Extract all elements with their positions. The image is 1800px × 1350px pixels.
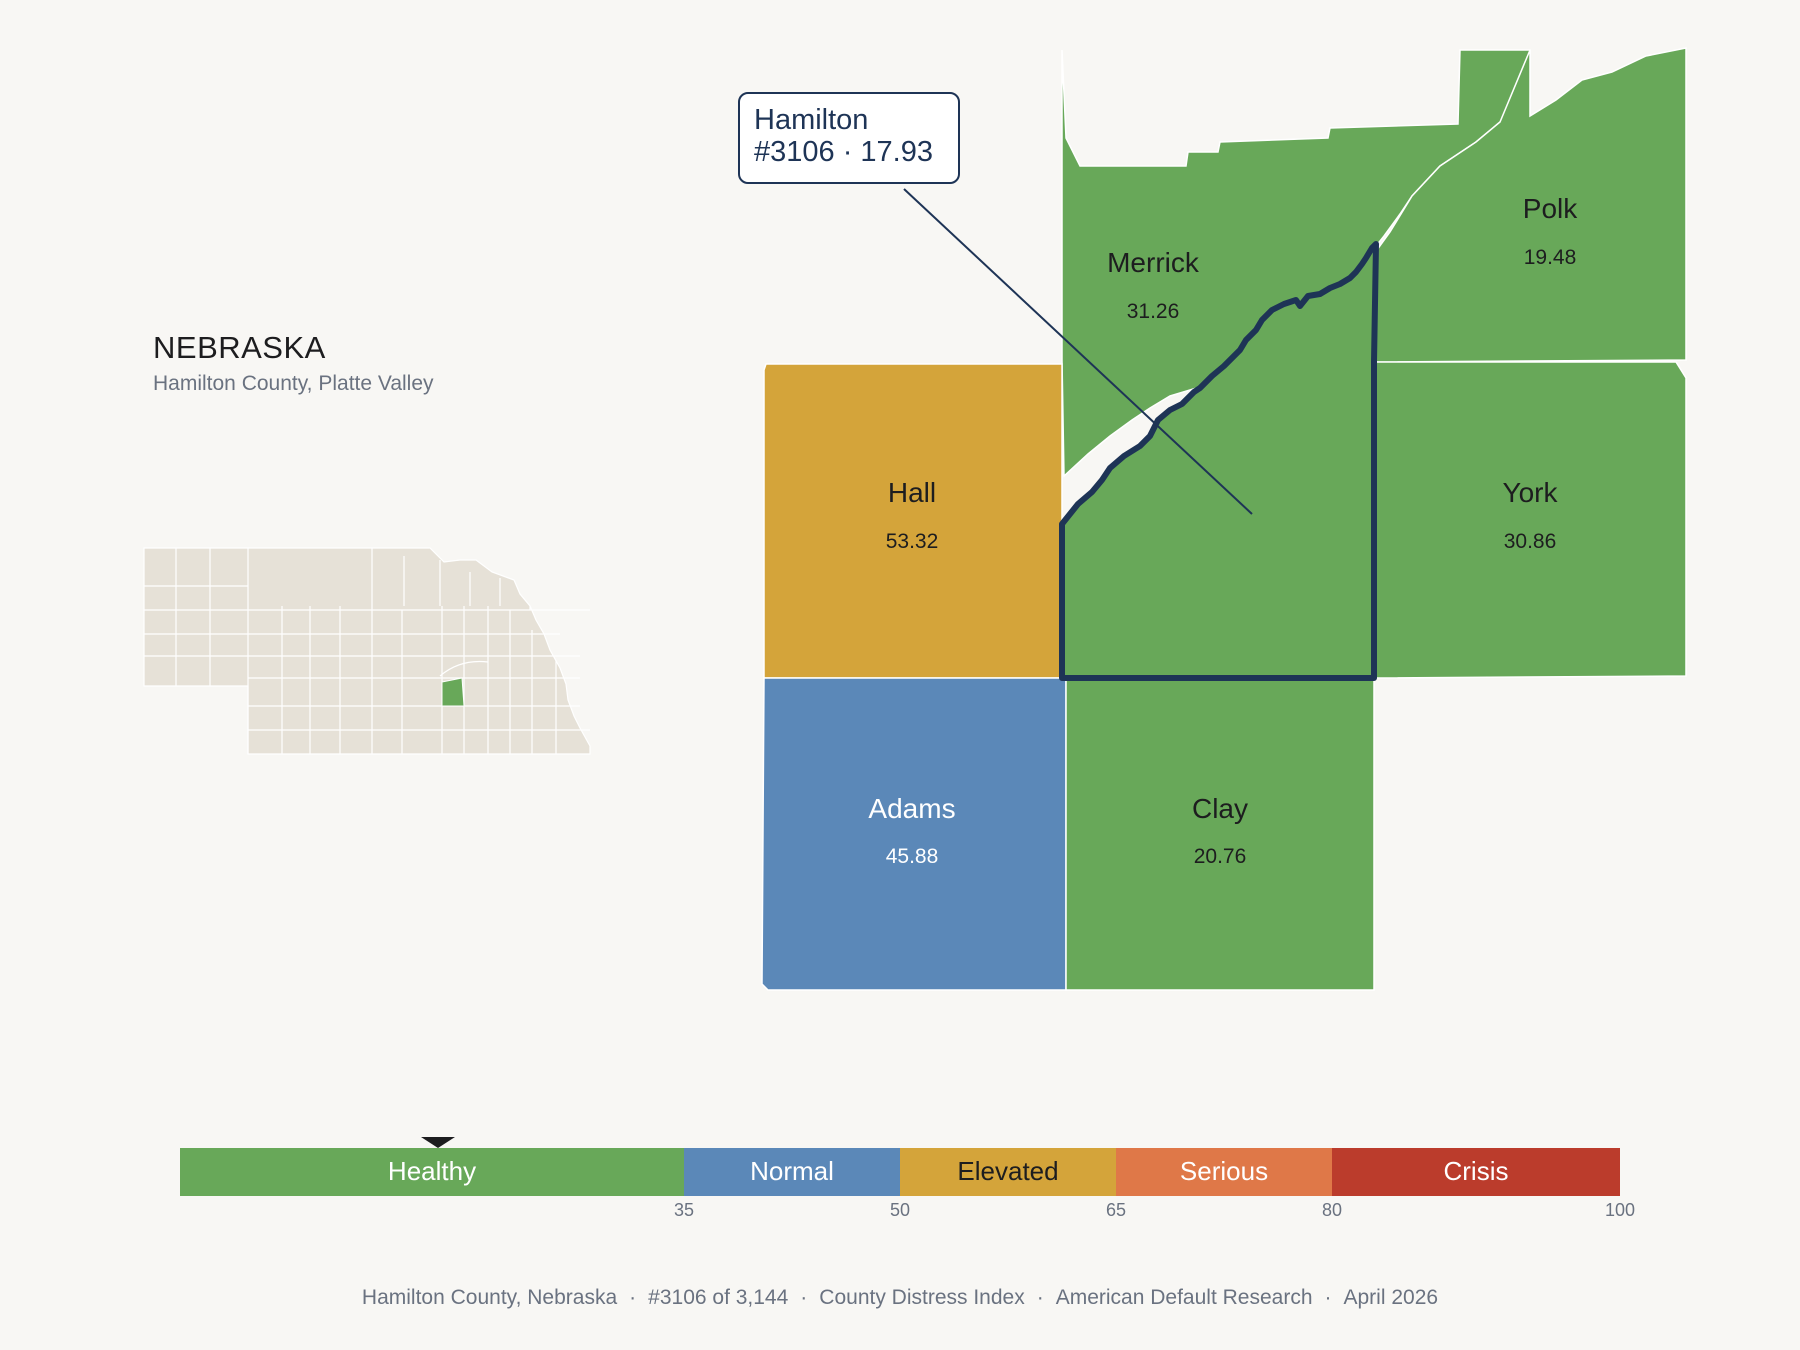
footer-rank: #3106 of 3,144	[648, 1286, 789, 1309]
county-label-york: York	[1502, 477, 1558, 508]
state-title: NEBRASKA	[153, 330, 326, 365]
county-callout: Hamilton #3106 · 17.93	[738, 92, 960, 184]
footer-index-name: County Distress Index	[819, 1286, 1025, 1309]
state-subtitle: Hamilton County, Platte Valley	[153, 372, 434, 395]
county-value-clay: 20.76	[1194, 845, 1247, 868]
county-map	[761, 47, 1687, 991]
county-value-york: 30.86	[1504, 530, 1557, 553]
scale-marker-icon	[421, 1137, 455, 1148]
footer-date: April 2026	[1343, 1286, 1439, 1309]
county-value-polk: 19.48	[1524, 246, 1577, 269]
county-adams[interactable]	[761, 677, 1067, 991]
footer-separator: ·	[1036, 1286, 1044, 1309]
county-label-merrick: Merrick	[1107, 247, 1200, 278]
scale-tick-35: 35	[674, 1200, 694, 1220]
county-value-adams: 45.88	[886, 845, 939, 868]
scale-label-healthy: Healthy	[388, 1156, 476, 1186]
scale-label-elevated: Elevated	[957, 1156, 1058, 1186]
nebraska-inset-map	[143, 547, 591, 755]
footer-location: Hamilton County, Nebraska	[361, 1286, 618, 1309]
county-clay[interactable]	[1065, 677, 1375, 991]
county-york[interactable]	[1373, 361, 1687, 679]
distress-scale: Healthy Normal Elevated Serious Crisis 3…	[180, 1137, 1635, 1220]
scale-tick-65: 65	[1106, 1200, 1126, 1220]
callout-leader-line	[903, 188, 1253, 515]
scale-segment-crisis	[1332, 1148, 1620, 1196]
scale-tick-80: 80	[1322, 1200, 1342, 1220]
county-labels: Merrick 31.26 Polk 19.48 Hall 53.32 York…	[868, 193, 1578, 868]
scale-segment-elevated	[900, 1148, 1116, 1196]
county-label-clay: Clay	[1192, 793, 1248, 824]
footer-source: American Default Research	[1055, 1286, 1313, 1309]
county-hall[interactable]	[763, 363, 1063, 679]
scale-tick-100: 100	[1605, 1200, 1635, 1220]
county-label-adams: Adams	[868, 793, 955, 824]
scale-segment-normal	[684, 1148, 900, 1196]
footer-separator: ·	[1324, 1286, 1332, 1309]
footer: Hamilton County, Nebraska · #3106 of 3,144…	[0, 1286, 1800, 1310]
footer-separator: ·	[629, 1286, 637, 1309]
scale-tick-50: 50	[890, 1200, 910, 1220]
footer-separator: ·	[800, 1286, 808, 1309]
scale-segment-healthy	[180, 1148, 684, 1196]
scale-label-serious: Serious	[1180, 1156, 1268, 1186]
county-hamilton[interactable]	[1059, 241, 1379, 681]
callout-county-name: Hamilton	[754, 104, 869, 136]
county-polk[interactable]	[1373, 47, 1687, 363]
scale-label-normal: Normal	[750, 1156, 834, 1186]
county-label-hall: Hall	[888, 477, 936, 508]
scale-segment-serious	[1116, 1148, 1332, 1196]
inset-hamilton-highlight	[441, 677, 465, 707]
county-value-hall: 53.32	[886, 530, 939, 553]
callout-rank-value: #3106 · 17.93	[754, 136, 933, 168]
scale-label-crisis: Crisis	[1444, 1156, 1509, 1186]
county-value-merrick: 31.26	[1127, 300, 1180, 323]
county-label-polk: Polk	[1523, 193, 1578, 224]
